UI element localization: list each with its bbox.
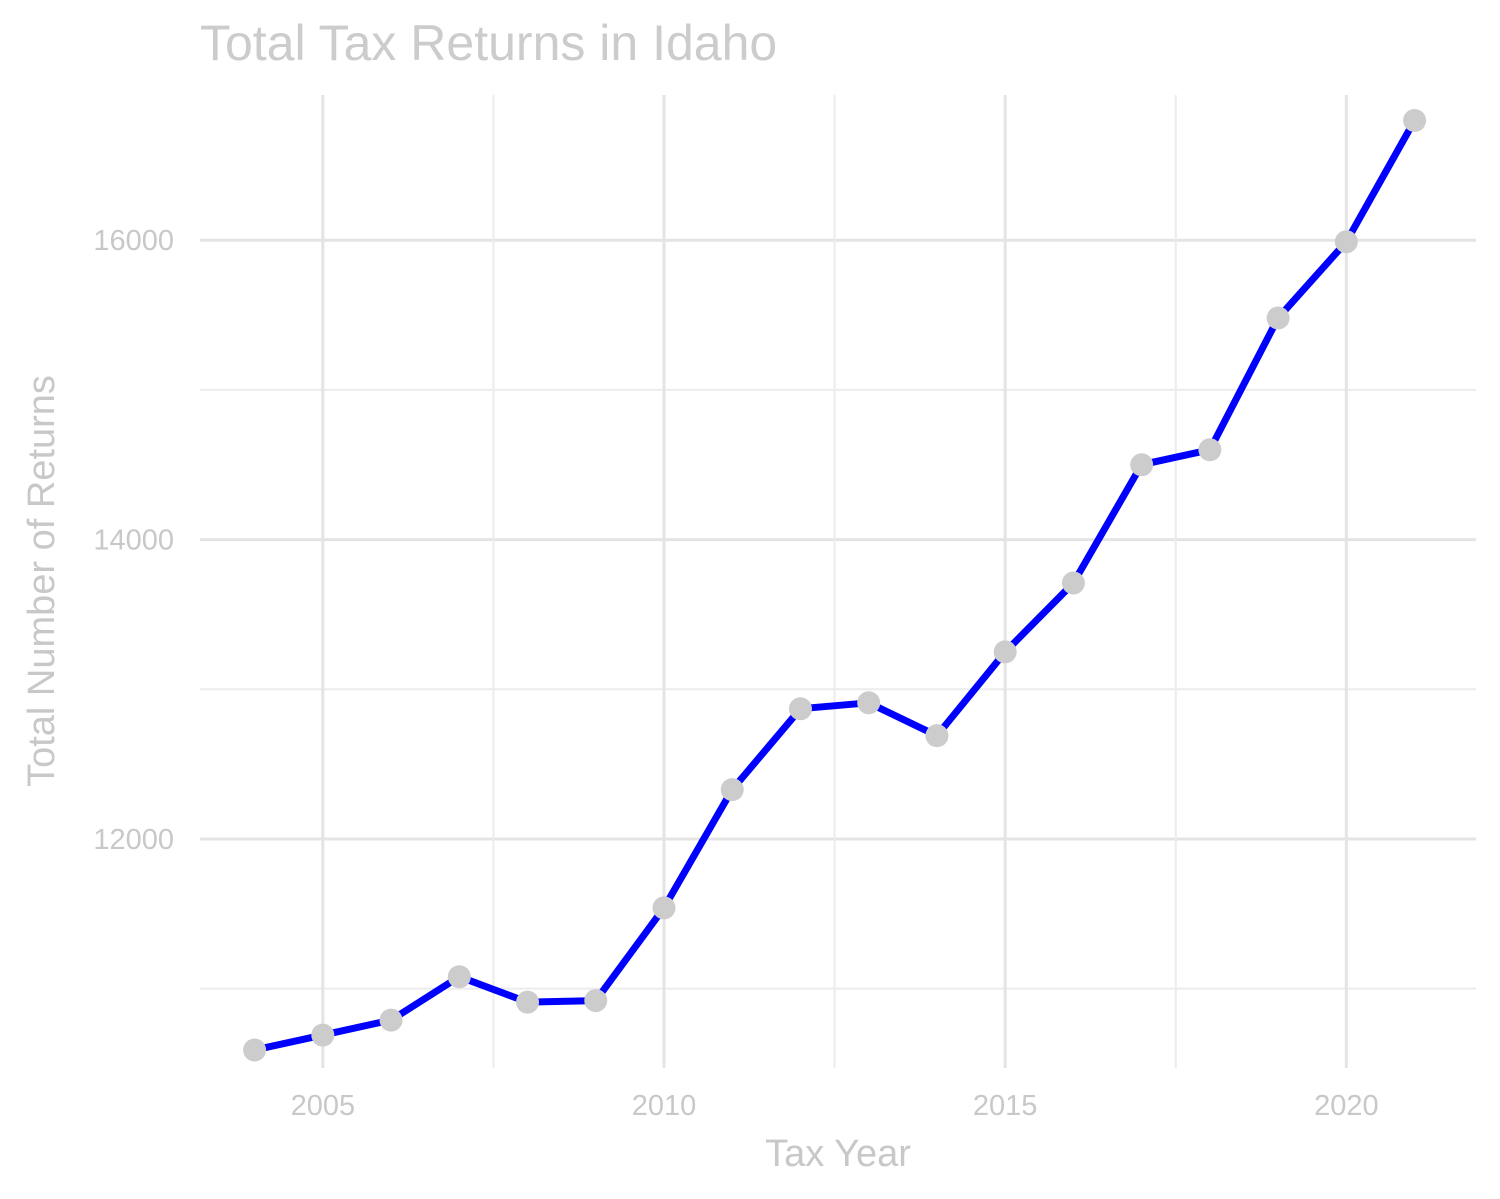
data-point <box>1198 438 1222 462</box>
x-tick-label: 2010 <box>632 1090 697 1122</box>
x-tick-label: 2015 <box>973 1090 1038 1122</box>
tick-labels: 12000 14000 16000 2005 2010 2015 2020 <box>93 225 1378 1122</box>
x-tick-label: 2020 <box>1314 1090 1379 1122</box>
data-point <box>584 989 608 1013</box>
data-point <box>652 896 676 920</box>
data-point <box>720 778 744 802</box>
y-tick-label: 14000 <box>93 525 174 557</box>
data-point <box>516 990 540 1014</box>
data-point <box>993 640 1017 664</box>
y-tick-label: 16000 <box>93 225 174 257</box>
data-point <box>925 724 949 748</box>
data-point <box>379 1008 403 1032</box>
data-point <box>1266 306 1290 330</box>
data-point <box>1061 571 1085 595</box>
grid <box>200 95 1476 1068</box>
data-point <box>1403 108 1427 132</box>
series <box>243 108 1427 1062</box>
data-point <box>1334 230 1358 254</box>
data-point <box>243 1038 267 1062</box>
series-line <box>251 116 1419 1054</box>
x-tick-label: 2005 <box>291 1090 356 1122</box>
data-point <box>447 965 471 989</box>
data-point <box>857 691 881 715</box>
chart-title: Total Tax Returns in Idaho <box>200 15 778 71</box>
x-axis-title: Tax Year <box>765 1133 911 1175</box>
data-point <box>788 697 812 721</box>
y-tick-label: 12000 <box>93 824 174 856</box>
data-point <box>1130 453 1154 477</box>
y-axis-title: Total Number of Returns <box>21 375 63 787</box>
data-point <box>311 1023 335 1047</box>
